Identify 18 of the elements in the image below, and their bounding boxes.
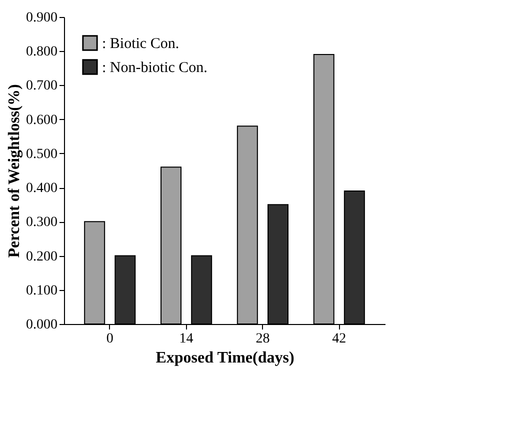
y-tick-label: 0.600 xyxy=(26,112,58,128)
y-axis-title: Percent of Weightloss(%) xyxy=(6,84,23,258)
y-tick-label: 0.900 xyxy=(26,10,58,26)
x-tick-label: 28 xyxy=(256,332,270,346)
x-axis-title: Exposed Time(days) xyxy=(156,350,294,366)
legend-label: : Non-biotic Con. xyxy=(102,60,208,76)
x-tick-label: 42 xyxy=(332,332,346,346)
y-tick-label: 0.300 xyxy=(26,215,58,230)
x-tick-label: 0 xyxy=(106,332,114,346)
legend-label: : Biotic Con. xyxy=(102,36,180,52)
y-tick-label: 0.200 xyxy=(26,249,58,264)
y-tick-label: 0.100 xyxy=(26,283,58,298)
y-tick-label: 0.700 xyxy=(26,78,58,94)
y-tick-label: 0.500 xyxy=(26,146,58,162)
y-tick-label: 0.400 xyxy=(26,181,58,196)
y-tick-label: 0.000 xyxy=(26,318,58,332)
y-tick-label: 0.800 xyxy=(26,44,58,60)
x-tick-label: 14 xyxy=(179,332,194,346)
